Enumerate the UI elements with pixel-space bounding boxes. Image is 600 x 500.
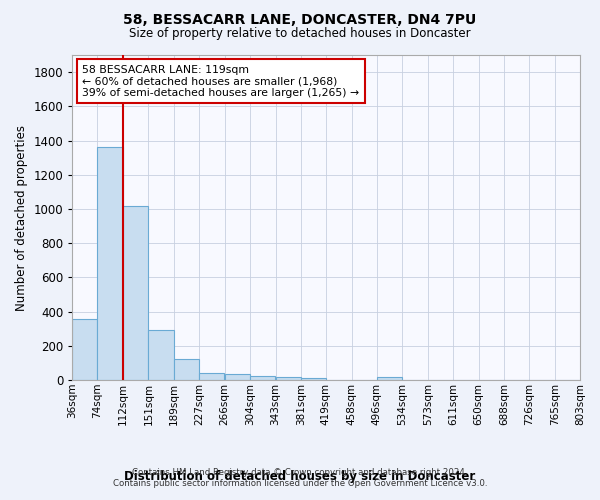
Bar — [173, 358, 199, 380]
Text: Contains HM Land Registry data © Crown copyright and database right 2024.
Contai: Contains HM Land Registry data © Crown c… — [113, 468, 487, 487]
Text: Size of property relative to detached houses in Doncaster: Size of property relative to detached ho… — [129, 28, 471, 40]
Text: 58, BESSACARR LANE, DONCASTER, DN4 7PU: 58, BESSACARR LANE, DONCASTER, DN4 7PU — [124, 12, 476, 26]
Y-axis label: Number of detached properties: Number of detached properties — [15, 124, 28, 310]
Bar — [199, 373, 224, 380]
Text: 58 BESSACARR LANE: 119sqm
← 60% of detached houses are smaller (1,968)
39% of se: 58 BESSACARR LANE: 119sqm ← 60% of detac… — [82, 65, 359, 98]
Bar — [97, 146, 122, 380]
Bar — [73, 320, 97, 380]
Bar — [301, 378, 326, 380]
Text: Distribution of detached houses by size in Doncaster: Distribution of detached houses by size … — [124, 470, 476, 483]
Bar — [224, 374, 250, 380]
Bar — [250, 376, 275, 380]
Bar — [377, 376, 402, 380]
Bar — [148, 330, 173, 380]
Bar — [122, 206, 148, 380]
Bar — [275, 376, 301, 380]
